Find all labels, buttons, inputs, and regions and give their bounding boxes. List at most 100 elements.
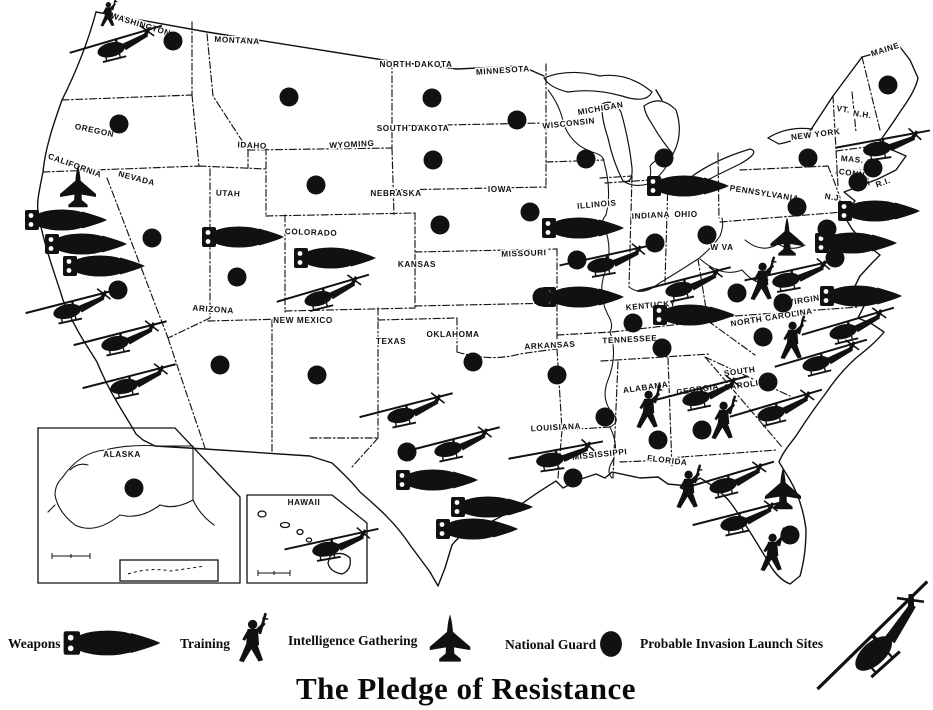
state-label-r-i: R.I. (874, 176, 891, 190)
state-label-texas: TEXAS (376, 337, 406, 346)
dot-icon (109, 114, 129, 134)
state-label-florida: FLORIDA (647, 454, 688, 468)
lake-superior (543, 71, 653, 100)
dot-icon (692, 420, 712, 440)
legend: Weapons Training Intelligence Gathering … (8, 573, 933, 710)
state-label-arkansas: ARKANSAS (524, 340, 576, 352)
state-label-w-va: W VA (710, 243, 733, 252)
state-label-oklahoma: OKLAHOMA (426, 330, 479, 339)
dot-icon (547, 365, 567, 385)
legend-label-national-guard: National Guard (505, 637, 597, 652)
bomb-icon (542, 217, 624, 239)
state-label-new-mexico: NEW MEXICO (273, 316, 333, 325)
dot-icon (563, 468, 583, 488)
dot-icon (798, 148, 818, 168)
bomb-icon (396, 469, 478, 491)
dot-icon (623, 313, 643, 333)
dot-icon (227, 267, 247, 287)
dot-icon (787, 197, 807, 217)
state-label-kansas: KANSAS (398, 260, 436, 269)
dot-icon (645, 233, 665, 253)
jet-icon (770, 217, 804, 256)
soldier-icon (749, 255, 778, 301)
dot-icon (697, 225, 717, 245)
state-label-louisiana: LOUISIANA (530, 422, 581, 434)
bomb-icon (436, 518, 518, 540)
state-label-south-dakota: SOUTH DAKOTA (377, 124, 450, 133)
dot-icon (520, 202, 540, 222)
dot-icon (108, 280, 128, 300)
state-label-wisconsin: WISCONSIN (542, 116, 595, 130)
helicopter-icon (726, 383, 828, 435)
national-guard-dot-icon (600, 631, 622, 657)
dot-icon (825, 248, 845, 268)
lake-michigan (601, 101, 633, 183)
alaska-inset (37, 427, 241, 584)
state-label-utah: UTAH (216, 188, 241, 198)
jet-icon (429, 614, 471, 662)
bomb-icon (45, 233, 127, 255)
helicopter-icon (403, 421, 506, 469)
state-label-n-h: N.H. (852, 109, 872, 121)
soldier-icon (675, 463, 704, 509)
state-label-oregon: OREGON (74, 122, 115, 139)
dot-icon (279, 87, 299, 107)
bomb-icon (294, 247, 376, 269)
jet-icon (765, 467, 801, 510)
state-label-california: CALIFORNIA (47, 152, 103, 180)
state-label-tennessee: TENNESSEE (602, 334, 657, 346)
bomb-icon (820, 285, 902, 307)
bomb-icon (647, 175, 729, 197)
dot-icon (773, 293, 793, 313)
state-label-alaska: ALASKA (103, 450, 141, 459)
dot-icon (758, 372, 778, 392)
state-label-mas: MAS. (840, 154, 864, 165)
helicopter-icon (806, 573, 933, 710)
legend-label-launch-sites: Probable Invasion Launch Sites (640, 636, 823, 651)
bomb-icon (653, 304, 735, 326)
soldier-icon (779, 314, 808, 360)
dot-icon (142, 228, 162, 248)
bomb-icon (25, 209, 107, 231)
legend-label-intelligence-gathering: Intelligence Gathering (288, 633, 418, 648)
dot-icon (817, 219, 837, 239)
state-label-arizona: ARIZONA (192, 304, 234, 316)
coastline (36, 11, 919, 587)
dot-icon (423, 150, 443, 170)
map-icons-layer (22, 0, 933, 572)
dot-icon (163, 31, 183, 51)
bomb-icon (838, 200, 920, 222)
dot-icon (753, 327, 773, 347)
state-label-n-j: N.J. (824, 192, 843, 203)
soldier-icon (238, 612, 270, 663)
state-label-montana: MONTANA (214, 35, 260, 46)
dot-icon (397, 442, 417, 462)
dot-icon (463, 352, 483, 372)
legend-label-weapons: Weapons (8, 636, 61, 651)
state-label-idaho: IDAHO (237, 140, 267, 151)
bomb-icon (542, 286, 624, 308)
state-label-nebraska: NEBRASKA (370, 189, 421, 198)
dot-icon (780, 525, 800, 545)
state-label-missouri: MISSOURI (501, 248, 547, 259)
dot-icon (648, 430, 668, 450)
dot-icon (307, 365, 327, 385)
state-label-maine: MAINE (870, 41, 901, 59)
dot-icon (595, 407, 615, 427)
bomb-icon (451, 496, 533, 518)
dot-icon (124, 478, 144, 498)
soldier-icon (710, 394, 739, 440)
dot-icon (878, 75, 898, 95)
bomb-icon (202, 226, 284, 248)
dot-icon (210, 355, 230, 375)
bomb-icon (63, 630, 161, 656)
dot-icon (422, 88, 442, 108)
dot-icon (567, 250, 587, 270)
dot-icon (532, 287, 552, 307)
dot-icon (654, 148, 674, 168)
state-label-indiana: INDIANA (631, 210, 670, 221)
state-label-nevada: NEVADA (117, 169, 156, 187)
helicopter-icon (356, 387, 459, 435)
